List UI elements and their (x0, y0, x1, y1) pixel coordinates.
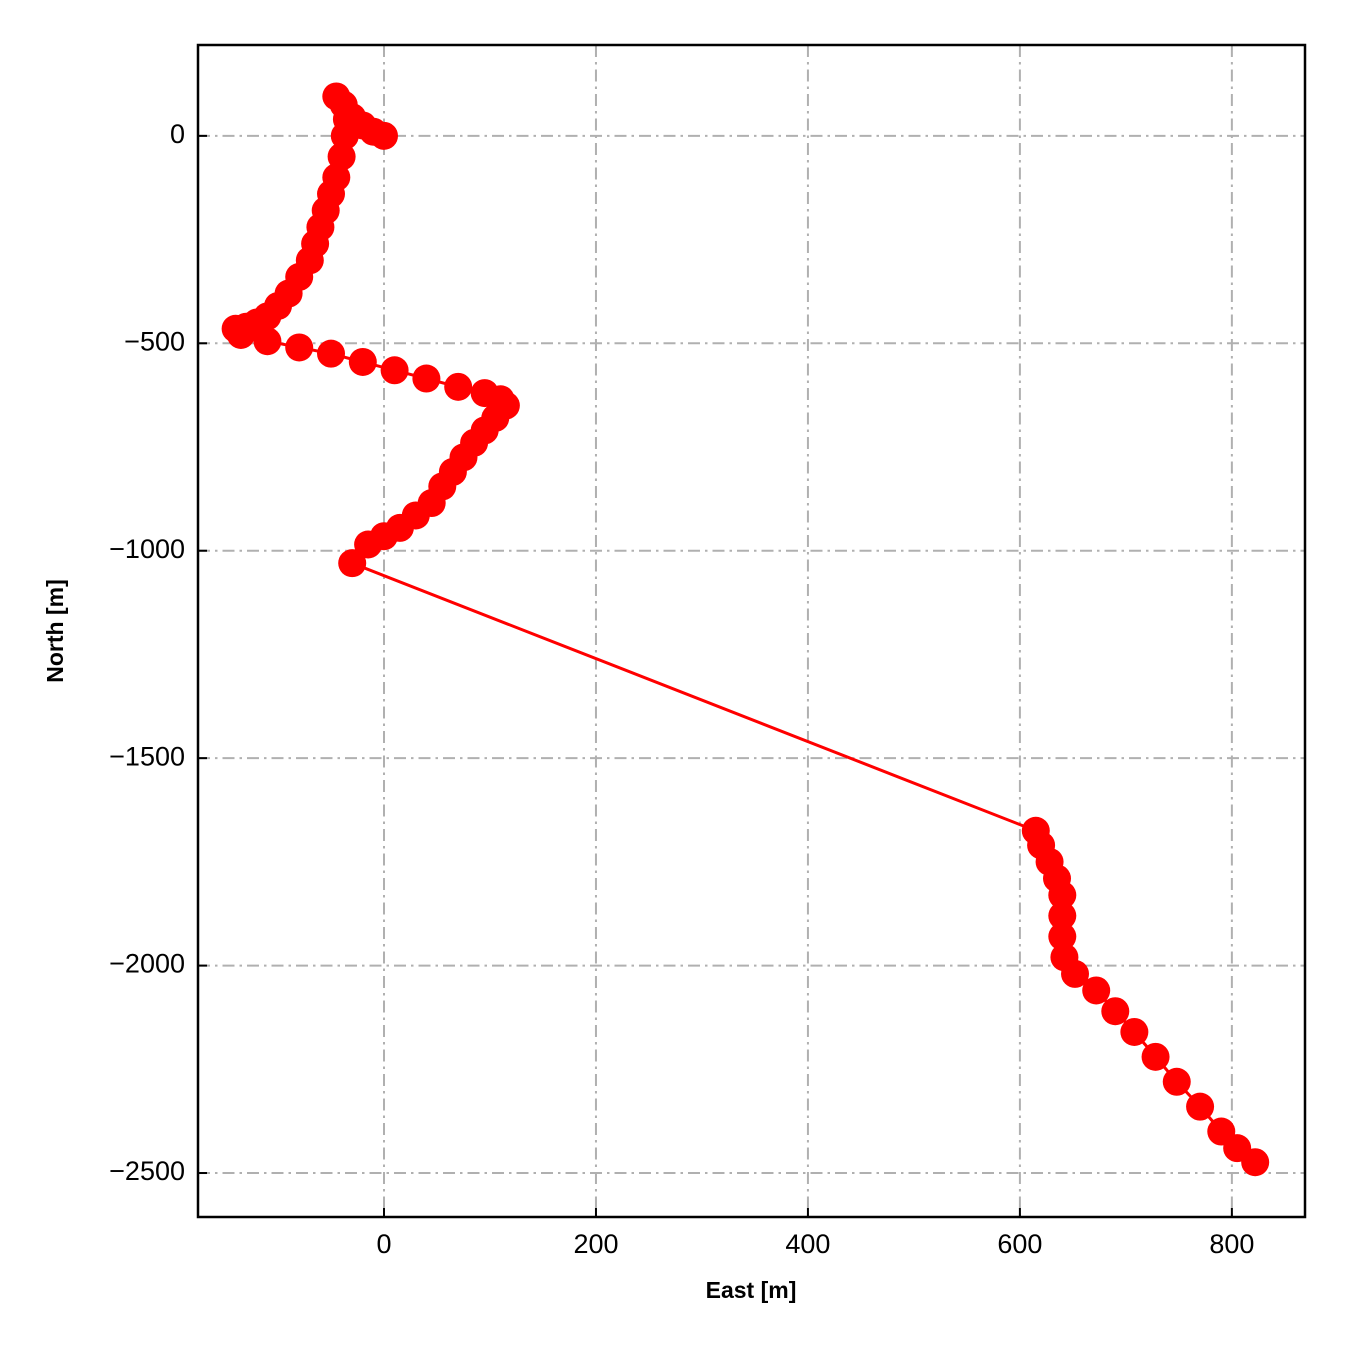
point-marker (1241, 1148, 1270, 1177)
point-marker (338, 549, 367, 578)
point-marker (1186, 1092, 1215, 1121)
y-tick-label: −2500 (109, 1156, 185, 1186)
point-marker (253, 327, 282, 356)
point-marker (1048, 881, 1077, 910)
plot (221, 82, 1270, 1177)
ticks: 0 200 400 600 800 0 −500 −1000 −1500 −2000 −2500 (109, 119, 1254, 1259)
y-tick-label: 0 (170, 119, 185, 149)
point-marker (1048, 901, 1077, 930)
point-marker (1048, 922, 1077, 951)
point-marker (317, 339, 346, 368)
point-marker (412, 364, 441, 393)
point-marker (380, 356, 409, 385)
y-axis-label: North [m] (42, 579, 68, 682)
x-tick-label: 400 (785, 1229, 830, 1259)
point-marker (354, 530, 383, 559)
y-tick-label: −1000 (109, 534, 185, 564)
point-marker (226, 320, 255, 349)
x-tick-label: 600 (997, 1229, 1042, 1259)
point-marker (348, 347, 377, 376)
point-marker (444, 372, 473, 401)
y-tick-label: −500 (124, 326, 185, 356)
x-axis-label: East [m] (706, 1277, 797, 1303)
point-marker (330, 121, 359, 150)
x-tick-label: 200 (573, 1229, 618, 1259)
axes-frame (196, 43, 1307, 1219)
y-tick-label: −1500 (109, 741, 185, 771)
x-tick-label: 800 (1209, 1229, 1254, 1259)
point-marker (1120, 1017, 1149, 1046)
point-marker (1162, 1067, 1191, 1096)
y-tick-label: −2000 (109, 949, 185, 979)
point-marker (1061, 959, 1090, 988)
point-marker (1101, 997, 1130, 1026)
point-marker (1082, 976, 1111, 1005)
x-tick-label: 0 (376, 1229, 391, 1259)
point-marker (1141, 1042, 1170, 1071)
point-marker (285, 333, 314, 362)
